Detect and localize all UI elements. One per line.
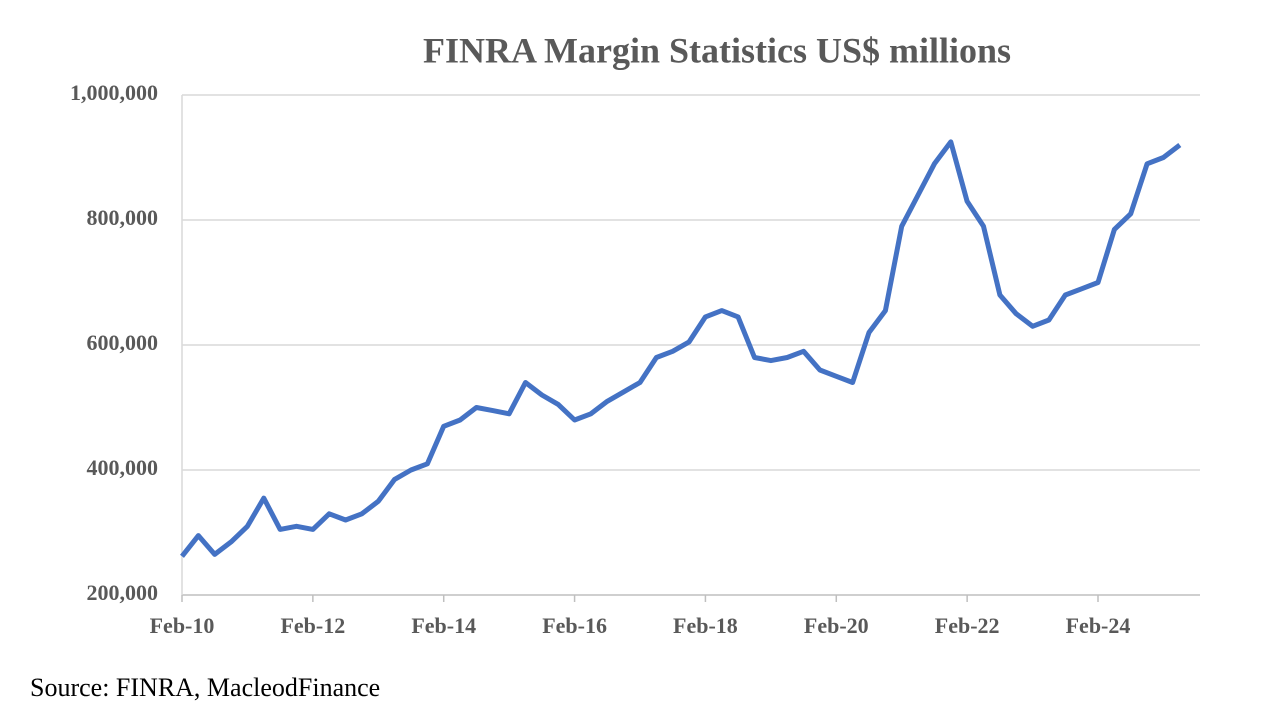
x-tick-label: Feb-24 [1066,613,1131,638]
y-tick-label: 600,000 [87,330,159,355]
source: Source: FINRA, MacleodFinance [30,673,380,702]
y-tick-label: 400,000 [87,455,159,480]
x-tick-label: Feb-22 [935,613,1000,638]
line [180,139,1182,558]
y-tick-label: 200,000 [87,580,159,605]
y-tick-label: 1,000,000 [70,80,158,105]
chart-title: FINRA Margin Statistics US$ millions [423,30,1011,70]
x-tick-label: Feb-20 [804,613,869,638]
x-tick-label: Feb-16 [542,613,607,638]
x-tick-label: Feb-14 [411,613,476,638]
x-tick-label: Feb-12 [280,613,345,638]
x-tick-label: Feb-10 [150,613,215,638]
y-tick-label: 800,000 [87,205,159,230]
x-tick-label: Feb-18 [673,613,738,638]
